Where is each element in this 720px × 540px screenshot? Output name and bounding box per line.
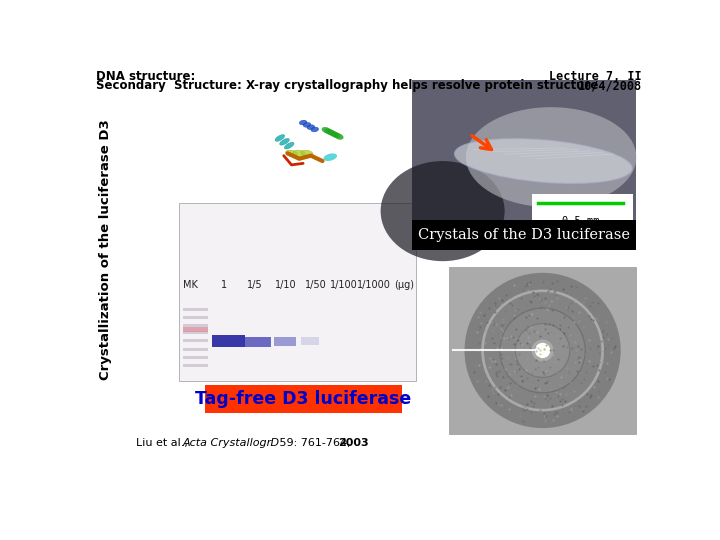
Bar [183,356,208,359]
Text: Liu et al.,: Liu et al., [137,438,195,448]
Ellipse shape [307,125,315,130]
Bar [183,331,208,334]
Ellipse shape [285,150,297,157]
Bar [183,327,208,332]
Ellipse shape [328,130,337,136]
Text: D: D [266,438,279,448]
Text: Crystallization of the luciferase D3: Crystallization of the luciferase D3 [99,119,112,380]
Text: 1/100: 1/100 [330,280,358,289]
Ellipse shape [322,127,331,133]
Text: Tag-free D3 luciferase: Tag-free D3 luciferase [195,390,412,408]
Bar [532,194,632,225]
Bar [212,335,245,347]
Ellipse shape [466,107,636,207]
Text: DNA structure:: DNA structure: [96,70,196,83]
Bar [179,204,415,381]
Bar [412,220,636,249]
Bar [183,323,208,327]
Ellipse shape [334,133,343,139]
Bar [183,363,208,367]
Text: 1/50: 1/50 [305,280,326,289]
Bar [183,339,208,342]
Ellipse shape [300,120,307,125]
Text: 10/4/2008: 10/4/2008 [577,79,642,92]
Text: 1: 1 [221,280,227,289]
Ellipse shape [331,132,340,138]
Text: .: . [363,438,366,448]
Bar [183,316,208,319]
Text: Lecture 7, II: Lecture 7, II [549,70,642,83]
Text: 1/1000: 1/1000 [356,280,390,289]
Ellipse shape [454,139,632,184]
Text: 1/10: 1/10 [274,280,296,289]
Text: MK: MK [184,280,198,289]
Ellipse shape [284,143,294,149]
Bar [412,80,636,234]
Ellipse shape [275,134,284,141]
Text: 1/5: 1/5 [246,280,262,289]
Bar [243,336,271,347]
Ellipse shape [381,161,505,261]
Ellipse shape [303,123,311,127]
Ellipse shape [311,127,318,132]
Text: Crystals of the D3 luciferase: Crystals of the D3 luciferase [418,228,630,242]
Text: (μg): (μg) [394,280,414,289]
Text: 0.5 mm: 0.5 mm [562,215,599,226]
Circle shape [536,343,549,357]
Bar [204,385,402,413]
Text: 2003: 2003 [338,438,369,448]
Bar [274,338,296,346]
Circle shape [539,347,546,354]
Text: Secondary  Structure: X-ray crystallography helps resolve protein structure: Secondary Structure: X-ray crystallograp… [96,79,598,92]
Ellipse shape [279,138,289,145]
Bar [301,338,320,345]
Bar [183,308,208,311]
Bar [449,267,636,434]
Text: Acta Crystallogr.: Acta Crystallogr. [183,438,275,448]
Bar [183,348,208,351]
Ellipse shape [293,150,305,157]
Text: 59: 761-764,: 59: 761-764, [276,438,354,448]
Ellipse shape [301,150,313,157]
Ellipse shape [325,129,334,135]
Ellipse shape [323,153,337,161]
